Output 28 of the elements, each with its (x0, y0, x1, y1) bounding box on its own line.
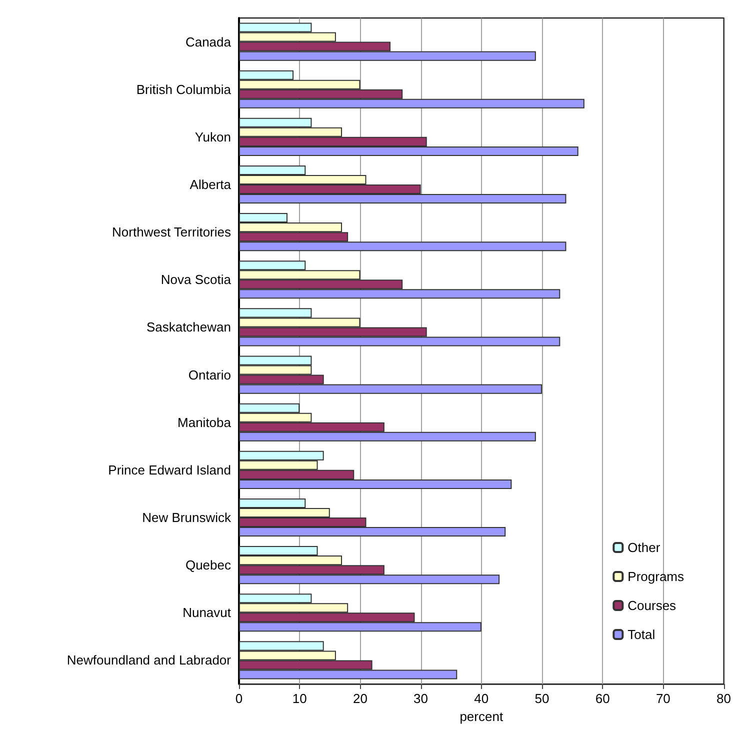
y-tick-label: Northwest Territories (112, 224, 232, 240)
y-tick-label: Canada (185, 34, 232, 50)
legend-label: Other (628, 540, 661, 555)
y-tick-label: Newfoundland and Labrador (66, 652, 232, 668)
y-tick-label: New Brunswick (142, 510, 232, 525)
legend-label: Total (628, 627, 656, 642)
y-tick-label: Manitoba (178, 414, 232, 430)
x-tick-label: 30 (414, 691, 428, 706)
x-tick-label: 50 (534, 691, 550, 706)
y-tick-label: Ontario (188, 367, 231, 382)
y-tick-label: Nunavut (182, 605, 232, 620)
y-tick-label: British Columbia (136, 82, 232, 97)
legend-label: Courses (628, 598, 677, 613)
legend-label: Programs (628, 569, 684, 584)
y-tick-label: Yukon (194, 129, 231, 144)
x-tick-label: 40 (474, 691, 489, 706)
y-tick-label: Prince Edward Island (108, 462, 231, 478)
x-tick-label: 60 (595, 691, 610, 706)
y-tick-label: Alberta (190, 177, 232, 192)
x-tick-label: 10 (292, 691, 307, 706)
x-tick-label: 0 (235, 691, 243, 706)
x-tick-label: 80 (716, 691, 732, 706)
x-tick-label: 70 (656, 691, 670, 706)
x-axis-title: percent (460, 708, 504, 724)
y-tick-label: Nova Scotia (160, 272, 232, 288)
y-tick-label: Saskatchewan (146, 320, 231, 335)
y-tick-label: Quebec (185, 558, 232, 573)
x-tick-label: 20 (352, 691, 368, 706)
